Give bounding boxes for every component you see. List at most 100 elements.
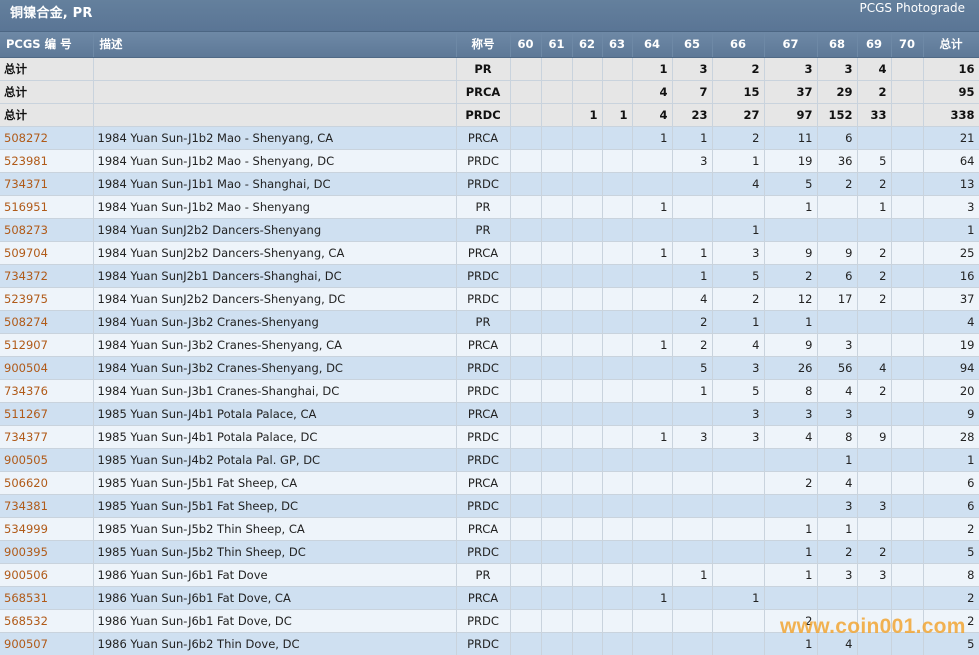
designation-cell: PR (456, 563, 511, 587)
grade-count-cell (632, 379, 673, 403)
pcgs-number-link[interactable]: 506620 (4, 475, 48, 490)
grade-count-cell (672, 448, 713, 472)
grade-count-cell (891, 287, 924, 311)
column-header[interactable]: 描述 (93, 32, 457, 58)
pcgs-number-link[interactable]: 900505 (4, 452, 48, 467)
designation-cell: PR (456, 195, 511, 219)
pcgs-number-link[interactable]: 534999 (4, 521, 48, 536)
pcgs-number-link[interactable]: 523975 (4, 291, 48, 306)
description-cell: 1984 Yuan Sun-J3b2 Cranes-Shenyang, CA (93, 333, 457, 357)
pcgs-number-link[interactable]: 509704 (4, 245, 48, 260)
grade-count-cell (712, 494, 765, 518)
total-row: 总计 PRDC 1 1 4 23 27 97 152 33 338 (0, 103, 979, 127)
row-total-cell: 6 (923, 494, 979, 518)
row-total-cell: 5 (923, 540, 979, 564)
pcgs-number-cell: 734377 (0, 425, 94, 449)
grade-count-cell (891, 126, 924, 150)
column-header[interactable]: 68 (817, 32, 858, 58)
pcgs-number-link[interactable]: 512907 (4, 337, 48, 352)
row-total-cell: 2 (923, 609, 979, 633)
grade-count-cell: 3 (857, 563, 892, 587)
grade-count-cell (572, 540, 603, 564)
pcgs-number-cell: 523975 (0, 287, 94, 311)
pcgs-number-link[interactable]: 508274 (4, 314, 48, 329)
grade-count-cell: 4 (632, 103, 673, 127)
designation-cell: PRCA (456, 333, 511, 357)
column-header[interactable]: 70 (891, 32, 924, 58)
grade-count-cell (572, 517, 603, 541)
column-header[interactable]: 65 (672, 32, 713, 58)
grade-count-cell (891, 57, 924, 81)
pcgs-number-link[interactable]: 900507 (4, 636, 48, 651)
pcgs-number-link[interactable]: 900506 (4, 567, 48, 582)
grade-count-cell (817, 310, 858, 334)
column-header[interactable]: 62 (572, 32, 603, 58)
grade-count-cell: 15 (712, 80, 765, 104)
grade-count-cell (672, 517, 713, 541)
pcgs-number-link[interactable]: 734376 (4, 383, 48, 398)
total-label: 总计 (0, 103, 94, 127)
pcgs-number-link[interactable]: 508272 (4, 130, 48, 145)
pcgs-number-link[interactable]: 900395 (4, 544, 48, 559)
designation-cell: PR (456, 310, 511, 334)
column-header[interactable]: 总计 (923, 32, 979, 58)
pcgs-number-link[interactable]: 734371 (4, 176, 48, 191)
column-header[interactable]: 称号 (456, 32, 511, 58)
column-header[interactable]: 64 (632, 32, 673, 58)
description-cell: 1985 Yuan Sun-J5b2 Thin Sheep, CA (93, 517, 457, 541)
pcgs-number-link[interactable]: 734377 (4, 429, 48, 444)
grade-count-cell: 4 (857, 356, 892, 380)
grade-count-cell (602, 264, 633, 288)
pcgs-photograde-link[interactable]: PCGS Photograde (859, 1, 965, 15)
grade-count-cell (602, 540, 633, 564)
total-label: 总计 (0, 80, 94, 104)
column-header[interactable]: 61 (541, 32, 573, 58)
grade-count-cell: 2 (857, 540, 892, 564)
column-header[interactable]: 67 (764, 32, 818, 58)
row-total-cell: 16 (923, 264, 979, 288)
description-cell: 1985 Yuan Sun-J4b1 Potala Palace, DC (93, 425, 457, 449)
grade-count-cell: 5 (764, 172, 818, 196)
pcgs-number-cell: 568531 (0, 586, 94, 610)
column-header[interactable]: 69 (857, 32, 892, 58)
pcgs-number-link[interactable]: 523981 (4, 153, 48, 168)
grade-count-cell (857, 126, 892, 150)
pcgs-number-link[interactable]: 568531 (4, 590, 48, 605)
column-header[interactable]: PCGS 编 号 (0, 32, 94, 58)
row-total-cell: 95 (923, 80, 979, 104)
total-desc-cell (93, 57, 457, 81)
grade-count-cell (632, 632, 673, 655)
grade-count-cell: 2 (712, 126, 765, 150)
grade-count-cell (712, 540, 765, 564)
grade-count-cell (891, 264, 924, 288)
column-header[interactable]: 63 (602, 32, 633, 58)
grade-count-cell: 1 (632, 195, 673, 219)
column-header[interactable]: 66 (712, 32, 765, 58)
pcgs-number-cell: 900507 (0, 632, 94, 655)
pcgs-number-link[interactable]: 734381 (4, 498, 48, 513)
pcgs-number-link[interactable]: 508273 (4, 222, 48, 237)
grade-count-cell: 97 (764, 103, 818, 127)
grade-count-cell (510, 356, 542, 380)
grade-count-cell (510, 195, 542, 219)
grade-count-cell: 8 (817, 425, 858, 449)
grade-count-cell: 1 (672, 126, 713, 150)
pcgs-number-link[interactable]: 734372 (4, 268, 48, 283)
grade-count-cell: 2 (857, 264, 892, 288)
table-row: 734372 1984 Yuan SunJ2b1 Dancers-Shanghai… (0, 264, 979, 288)
description-cell: 1984 Yuan Sun-J1b2 Mao - Shenyang, CA (93, 126, 457, 150)
pcgs-number-link[interactable]: 568532 (4, 613, 48, 628)
grade-count-cell (572, 126, 603, 150)
pcgs-number-link[interactable]: 900504 (4, 360, 48, 375)
description-cell: 1984 Yuan Sun-J3b2 Cranes-Shenyang, DC (93, 356, 457, 380)
grade-count-cell (602, 218, 633, 242)
table-row: 568531 1986 Yuan Sun-J6b1 Fat Dove, CA PRC… (0, 586, 979, 610)
grade-count-cell (541, 333, 573, 357)
column-header[interactable]: 60 (510, 32, 542, 58)
pcgs-number-link[interactable]: 516951 (4, 199, 48, 214)
grade-count-cell (632, 149, 673, 173)
grade-count-cell (602, 310, 633, 334)
pcgs-number-link[interactable]: 511267 (4, 406, 48, 421)
grade-count-cell (510, 494, 542, 518)
grade-count-cell (632, 471, 673, 495)
